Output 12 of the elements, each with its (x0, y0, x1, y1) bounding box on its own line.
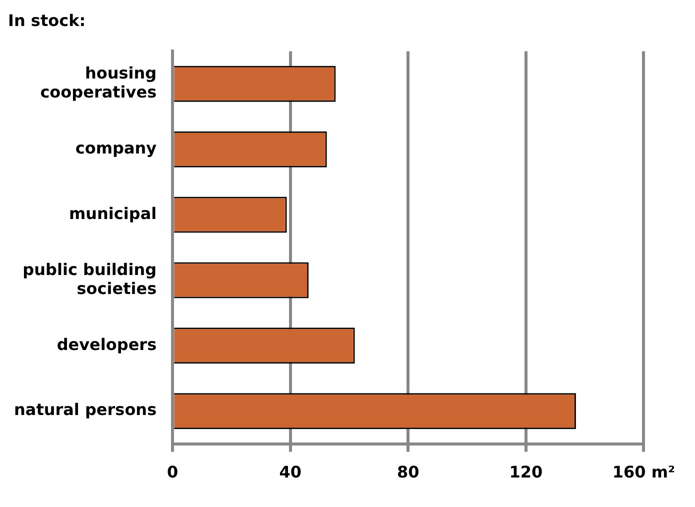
y-tick-label: municipal (68, 204, 157, 223)
y-tick-label: company (75, 138, 158, 158)
x-tick-label: 40 (279, 462, 302, 482)
y-tick-label: public building societies (22, 260, 157, 298)
x-tick-label: 160 m² (612, 462, 676, 482)
x-tick-label: 80 (397, 462, 420, 482)
y-tick-label: housing cooperatives (40, 63, 157, 102)
chart-title: In stock: (8, 10, 86, 30)
y-tick-label: natural persons (14, 400, 157, 420)
y-tick-label: developers (56, 334, 157, 354)
x-tick-label: 0 (167, 462, 178, 482)
x-tick-label: 120 (509, 462, 543, 482)
